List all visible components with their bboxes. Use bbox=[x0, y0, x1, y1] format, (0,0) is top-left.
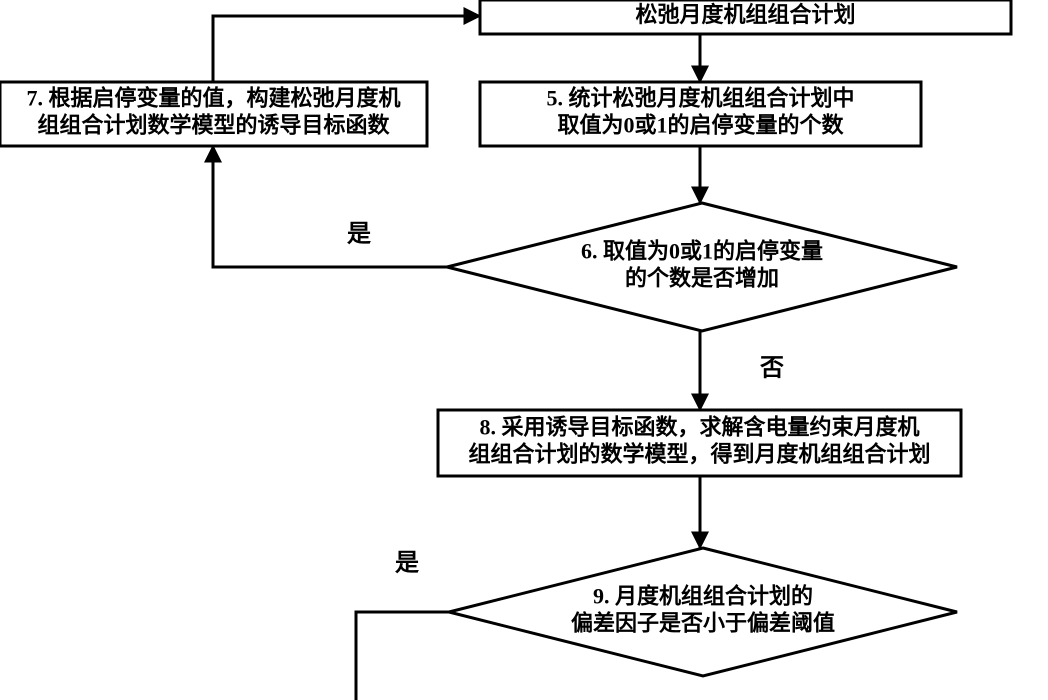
node-line-n6-0: 6. 取值为0或1的启停变量 bbox=[581, 239, 823, 264]
flowchart-diagram: 是否是 松弛月度机组组合计划5. 统计松弛月度机组组合计划中取值为0或1的启停变… bbox=[0, 0, 1048, 700]
edge-label-e9_l: 是 bbox=[395, 551, 419, 577]
node-line-n6-1: 的个数是否增加 bbox=[625, 265, 779, 290]
edge-label-e6_8: 否 bbox=[759, 356, 784, 382]
node-line-n9-0: 9. 月度机组组合计划的 bbox=[593, 584, 813, 609]
node-line-n5-0: 5. 统计松弛月度机组组合计划中 bbox=[546, 86, 854, 111]
node-n8: 8. 采用诱导目标函数，求解含电量约束月度机组组合计划的数学模型，得到月度机组组… bbox=[438, 410, 961, 476]
node-line-n8-0: 8. 采用诱导目标函数，求解含电量约束月度机 bbox=[479, 415, 919, 440]
node-n4: 松弛月度机组组合计划 bbox=[480, 0, 1011, 34]
node-n7: 7. 根据启停变量的值，构建松弛月度机组组合计划数学模型的诱导目标函数 bbox=[0, 82, 427, 146]
node-line-n9-1: 偏差因子是否小于偏差阈值 bbox=[571, 610, 835, 635]
nodes-layer: 松弛月度机组组合计划 5. 统计松弛月度机组组合计划中取值为0或1的启停变量的个数… bbox=[0, 0, 1011, 676]
node-line-n5-1: 取值为0或1的启停变量的个数 bbox=[557, 112, 844, 137]
edge-e7_4 bbox=[213, 16, 480, 82]
node-n5: 5. 统计松弛月度机组组合计划中取值为0或1的启停变量的个数 bbox=[480, 82, 921, 146]
node-line-n8-1: 组组合计划的数学模型，得到月度机组组合计划 bbox=[468, 441, 930, 466]
edge-e9_l bbox=[356, 612, 449, 700]
node-n6: 6. 取值为0或1的启停变量的个数是否增加 bbox=[447, 203, 957, 331]
edge-label-e6_7: 是 bbox=[347, 222, 371, 248]
node-line-n4-0: 松弛月度机组组合计划 bbox=[635, 2, 855, 27]
node-n9: 9. 月度机组组合计划的偏差因子是否小于偏差阈值 bbox=[449, 548, 957, 676]
node-line-n7-1: 组组合计划数学模型的诱导目标函数 bbox=[37, 112, 390, 137]
edge-e6_7 bbox=[213, 146, 447, 267]
node-line-n7-0: 7. 根据启停变量的值，构建松弛月度机 bbox=[26, 86, 400, 111]
